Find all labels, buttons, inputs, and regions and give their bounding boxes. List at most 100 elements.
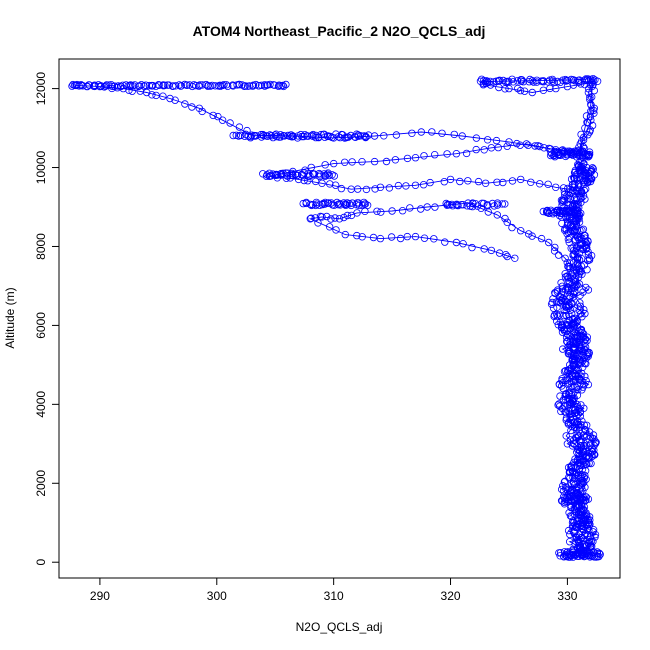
data-point — [508, 177, 517, 185]
data-point — [330, 159, 338, 168]
data-point — [459, 239, 467, 248]
data-point — [585, 256, 594, 264]
data-point — [464, 177, 472, 185]
data-point — [402, 182, 410, 190]
data-point — [505, 84, 513, 93]
data-point — [358, 233, 366, 241]
data-point — [155, 81, 163, 89]
data-point — [438, 129, 446, 137]
data-point — [517, 175, 525, 184]
data-point — [560, 478, 569, 486]
data-point — [577, 359, 585, 368]
data-point — [171, 82, 180, 90]
data-point — [75, 82, 83, 90]
data-point — [559, 345, 567, 353]
data-point — [587, 107, 595, 115]
data-point — [578, 465, 587, 473]
data-point — [408, 129, 416, 137]
data-point — [567, 463, 576, 471]
data-point — [554, 251, 563, 259]
data-point — [309, 200, 317, 209]
data-point — [419, 180, 428, 189]
data-point — [553, 77, 562, 86]
data-point — [577, 435, 586, 444]
data-point — [582, 112, 591, 120]
y-axis-label: Altitude (m) — [3, 287, 17, 348]
data-point — [482, 77, 491, 85]
data-point — [240, 132, 249, 140]
data-point — [341, 230, 349, 239]
data-point — [588, 444, 596, 453]
data-point — [581, 309, 589, 318]
data-point — [241, 82, 249, 90]
data-point — [223, 82, 232, 90]
data-point — [528, 88, 536, 97]
data-point — [501, 214, 509, 223]
plot-frame — [58, 58, 621, 579]
data-point — [575, 465, 583, 474]
data-point — [326, 180, 334, 188]
data-point — [73, 80, 81, 89]
data-point — [306, 215, 314, 223]
data-point — [586, 95, 594, 104]
data-point — [561, 376, 570, 385]
data-point — [571, 383, 579, 391]
data-point — [513, 139, 521, 148]
axes: 290 300 310 320 330 0 2000 4000 6000 8000 10000 120… — [34, 72, 578, 603]
data-point — [580, 231, 589, 240]
x-tick-label: 330 — [557, 589, 577, 603]
data-point — [370, 157, 379, 166]
data-point — [575, 346, 583, 354]
data-point — [426, 178, 434, 187]
data-point — [328, 171, 336, 179]
data-point — [570, 518, 578, 527]
data-point — [226, 119, 234, 127]
data-point — [571, 496, 579, 504]
data-point — [574, 187, 582, 195]
data-point — [596, 550, 604, 559]
data-point — [332, 226, 340, 234]
data-point — [582, 245, 590, 253]
data-point — [562, 432, 570, 440]
data-point — [514, 84, 522, 93]
data-point — [534, 141, 542, 150]
data-point — [574, 410, 582, 418]
data-point — [211, 82, 219, 90]
data-point — [576, 302, 585, 310]
data-point — [579, 363, 587, 371]
y-tick-label: 2000 — [34, 470, 48, 497]
data-point — [269, 81, 278, 89]
data-point — [431, 150, 439, 159]
data-point — [563, 229, 571, 238]
data-point — [457, 200, 465, 209]
data-point — [342, 201, 350, 209]
data-point — [481, 179, 490, 187]
data-point — [293, 171, 301, 179]
data-point — [371, 185, 379, 193]
data-point — [335, 215, 344, 223]
data-point — [574, 517, 582, 525]
data-point — [563, 221, 571, 230]
data-point — [343, 211, 352, 220]
data-point — [519, 77, 528, 86]
data-point — [577, 325, 585, 334]
data-point — [565, 188, 573, 196]
data-point — [209, 111, 217, 120]
data-point — [340, 213, 348, 222]
data-point — [565, 395, 574, 403]
data-point — [392, 131, 401, 139]
data-point — [494, 143, 502, 152]
data-point — [493, 201, 502, 209]
x-tick-label: 320 — [441, 589, 461, 603]
data-point — [250, 131, 258, 140]
data-point — [238, 81, 246, 89]
data-point — [299, 199, 307, 208]
data-point — [549, 77, 557, 85]
data-point — [570, 377, 578, 385]
data-point — [188, 103, 196, 111]
y-tick-label: 12000 — [34, 72, 48, 106]
data-point — [545, 238, 553, 247]
data-point — [214, 112, 222, 121]
data-point — [577, 524, 586, 533]
data-point — [576, 168, 584, 176]
